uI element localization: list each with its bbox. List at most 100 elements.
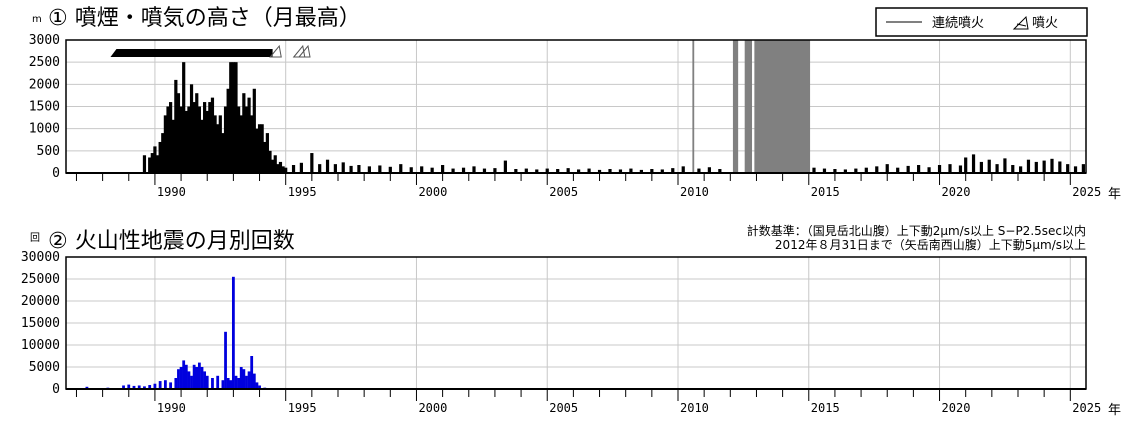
chart1-bar — [493, 168, 497, 173]
chart2-xtick-label: 2000 — [418, 401, 447, 415]
chart1-bar — [150, 153, 154, 173]
chart2-ytick-label: 5000 — [29, 360, 60, 375]
chart2-bar — [231, 276, 235, 389]
chart1-bar — [273, 155, 277, 173]
chart2-bar — [221, 380, 225, 389]
chart1-bar — [325, 159, 330, 173]
chart1-bar — [843, 169, 847, 173]
chart1-bar — [161, 133, 165, 173]
chart2-bar — [205, 375, 209, 389]
chart2-bar — [169, 382, 173, 389]
chart1-bar — [291, 165, 296, 173]
chart1-ylabel: m — [32, 14, 42, 25]
chart2-bar — [174, 378, 178, 389]
chart1-bar — [197, 106, 201, 173]
chart2-bar — [252, 373, 256, 389]
chart2-xtick-label: 2020 — [942, 401, 971, 415]
chart1-bar — [265, 133, 269, 173]
chart1-bar — [166, 106, 170, 173]
chart1-xtick-label: 2005 — [549, 185, 578, 199]
chart1-bar — [545, 168, 549, 173]
chart1-bar — [854, 168, 858, 173]
chart2-ytick-label: 0 — [52, 382, 60, 397]
chart1-bar — [524, 168, 528, 173]
chart1-bar — [155, 155, 160, 173]
chart1-bar — [420, 166, 424, 173]
chart1-bar — [179, 106, 183, 173]
chart1-bar — [195, 93, 199, 173]
chart2-bar — [182, 360, 186, 389]
chart1-bar — [896, 167, 900, 173]
chart1-ytick-label: 2500 — [29, 55, 60, 70]
chart1-bar — [1058, 161, 1062, 173]
chart1-eruption-mark — [269, 44, 282, 58]
chart1-bar — [833, 169, 837, 173]
chart1-bar — [650, 169, 654, 173]
chart2-bar — [229, 380, 233, 389]
chart1-bar — [1011, 165, 1015, 173]
chart1-bar — [1050, 158, 1054, 173]
chart1-bar — [239, 115, 243, 173]
legend-continuous-label: 連続噴火 — [932, 16, 984, 31]
chart1-bar — [299, 162, 303, 173]
chart2-bar — [192, 364, 196, 389]
chart1-bar — [318, 164, 322, 173]
chart1-xlabel: 年 — [1108, 187, 1121, 202]
chart1-bar — [158, 141, 162, 173]
chart1-bar — [556, 169, 560, 173]
chart2-bar — [237, 378, 241, 389]
chart1-bar — [707, 167, 711, 173]
chart1-bar — [252, 88, 256, 173]
chart1-bar — [566, 168, 570, 173]
chart1-bar — [971, 154, 976, 173]
chart1-bar — [503, 160, 507, 173]
chart2-bar — [226, 378, 230, 389]
chart1-bar — [441, 165, 445, 173]
chart1-bar — [210, 97, 215, 173]
chart1-bar — [906, 165, 910, 173]
legend-eruption-label: 噴火 — [1032, 16, 1058, 31]
chart1-bar — [142, 155, 147, 173]
chart1-bar — [163, 115, 167, 173]
chart2-ylabel: 回 — [30, 232, 40, 244]
chart1-bar — [864, 167, 868, 173]
chart1-bar — [242, 93, 246, 173]
chart1-bar — [514, 169, 518, 173]
chart1-bar — [660, 169, 664, 173]
chart1-bar — [948, 164, 952, 173]
chart2-bar — [200, 367, 204, 389]
chart1-bar — [822, 168, 827, 173]
chart1-bar — [276, 164, 280, 173]
chart1-bar — [284, 167, 288, 173]
chart1-bar — [189, 84, 194, 173]
chart2-bar — [258, 385, 261, 389]
chart1-bar — [875, 166, 879, 173]
chart2-note-1: 計数基準：（国見岳北山腹）上下動2μm/s以上 S−P2.5sec以内 — [747, 223, 1086, 238]
chart2-bar — [127, 384, 131, 389]
chart1-ytick-label: 3000 — [29, 33, 60, 48]
chart1-bar — [349, 165, 353, 173]
chart2-bar — [211, 378, 214, 389]
chart1-bar — [451, 168, 455, 173]
chart1-bar — [244, 106, 249, 173]
chart1-bar — [223, 106, 228, 173]
chart1-bar — [681, 166, 685, 173]
chart1-bar — [1034, 161, 1038, 173]
chart2-bar — [177, 369, 180, 389]
chart1-bar — [281, 166, 285, 173]
chart1-bar — [226, 88, 230, 173]
chart2-bar — [224, 331, 227, 389]
chart1-xtick-label: 1990 — [157, 185, 186, 199]
chart1-continuous-eruption-bar — [110, 49, 273, 57]
chart1-bar — [964, 157, 968, 173]
chart1-bar — [255, 128, 259, 173]
chart1-bar — [958, 165, 963, 173]
chart1-bar — [1073, 166, 1078, 173]
chart1-xtick-label: 2015 — [811, 185, 840, 199]
chart1-ytick-label: 500 — [37, 144, 60, 159]
chart1-bar — [200, 119, 204, 173]
chart1-bar — [250, 115, 254, 173]
chart1-continuous-eruption-band — [732, 40, 739, 173]
chart1-bar — [1003, 158, 1007, 173]
chart1-bar — [587, 168, 591, 173]
